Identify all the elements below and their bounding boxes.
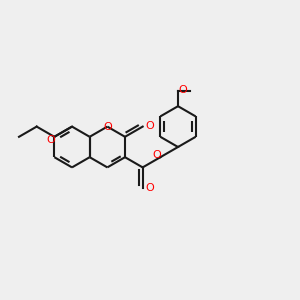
Text: O: O bbox=[145, 121, 154, 131]
Text: O: O bbox=[103, 122, 112, 132]
Text: O: O bbox=[46, 135, 55, 145]
Text: O: O bbox=[152, 150, 161, 161]
Text: O: O bbox=[145, 183, 154, 193]
Text: O: O bbox=[178, 85, 187, 95]
